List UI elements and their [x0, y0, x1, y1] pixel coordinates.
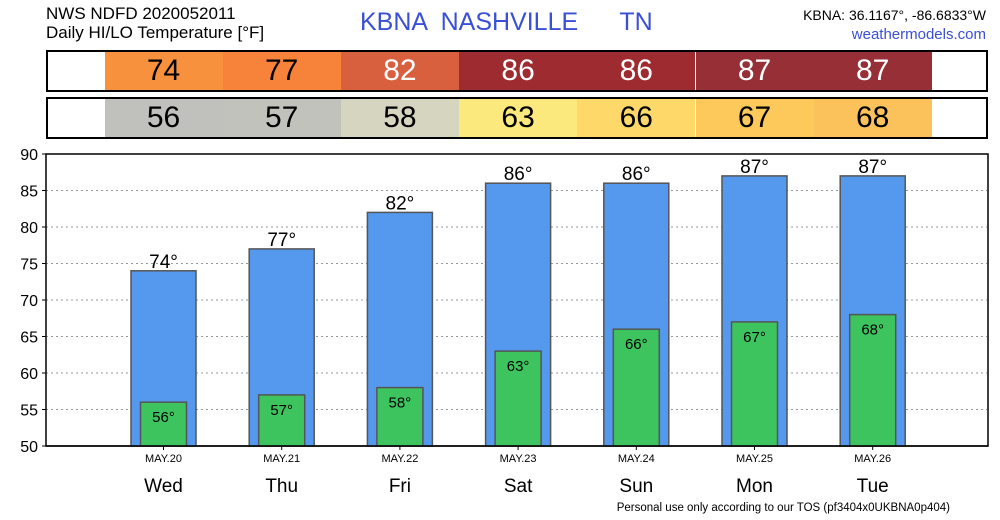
low-temp-bar-label: 57°: [270, 402, 293, 419]
low-temp-bar-label: 66°: [625, 336, 648, 353]
low-temp-cell: 58: [340, 99, 459, 137]
date-label: MAY.20: [145, 453, 182, 465]
high-temp-cell: 86: [459, 52, 578, 90]
high-temp-bar-label: 74°: [149, 252, 178, 273]
high-temp-bar-label: 87°: [740, 157, 769, 178]
product-title: Daily HI/LO Temperature [°F]: [46, 23, 265, 42]
high-temp-cell: 87: [813, 52, 932, 90]
station-title: KBNA NASHVILLE TN: [360, 8, 653, 36]
high-temp-bar-label: 86°: [622, 164, 651, 185]
low-temp-bar-label: 63°: [507, 358, 530, 375]
station-coordinates: KBNA: 36.1167°, -86.6833°W: [803, 7, 986, 23]
low-temp-cell: 68: [813, 99, 932, 137]
date-label: MAY.22: [381, 453, 418, 465]
y-tick-label: 85: [20, 184, 38, 201]
low-temp-band: 56 57 58 63 66 67 68: [46, 97, 988, 139]
high-temp-cell: 82: [340, 52, 459, 90]
low-temp-bar: [257, 394, 306, 447]
high-temp-bar-label: 86°: [504, 164, 533, 185]
date-label: MAY.24: [618, 453, 655, 465]
low-temp-cell: 57: [222, 99, 341, 137]
high-temp-cell: 86: [577, 52, 696, 90]
y-tick-label: 90: [20, 147, 38, 164]
low-temp-bar-label: 67°: [743, 329, 766, 346]
day-label: Wed: [144, 476, 183, 497]
high-temp-cell: 77: [222, 52, 341, 90]
low-temp-bar: [612, 328, 661, 447]
header-model-info: NWS NDFD 2020052011 Daily HI/LO Temperat…: [46, 4, 264, 42]
low-temp-cell: 66: [577, 99, 696, 137]
high-temp-band: 74 77 82 86 86 87 87: [46, 50, 988, 92]
y-tick-label: 80: [20, 220, 38, 237]
day-label: Thu: [265, 476, 298, 497]
low-temp-bar: [494, 350, 542, 447]
high-temp-cell: 87: [695, 52, 814, 90]
date-label: MAY.21: [263, 453, 300, 465]
y-tick-label: 55: [20, 403, 38, 420]
low-temp-bar-label: 68°: [861, 322, 884, 339]
low-temp-cell: 63: [459, 99, 578, 137]
low-temp-cell: 56: [104, 99, 223, 137]
date-label: MAY.26: [854, 453, 891, 465]
y-tick-label: 70: [20, 293, 38, 310]
high-temp-bar-label: 77°: [267, 230, 296, 251]
low-temp-bar-label: 58°: [389, 395, 412, 412]
date-label: MAY.23: [500, 453, 537, 465]
day-label: Mon: [736, 476, 773, 497]
day-label: Sun: [619, 476, 653, 497]
high-temp-cell: 74: [104, 52, 223, 90]
header-location-info: KBNA: 36.1167°, -86.6833°W weathermodels…: [803, 6, 986, 44]
day-label: Sat: [504, 476, 533, 497]
y-tick-label: 50: [20, 439, 38, 456]
high-temp-bar-label: 87°: [858, 157, 887, 178]
y-tick-label: 75: [20, 257, 38, 274]
y-tick-label: 65: [20, 330, 38, 347]
low-temp-cell: 67: [695, 99, 814, 137]
high-temp-bar-label: 82°: [386, 193, 415, 214]
site-link[interactable]: weathermodels.com: [851, 26, 986, 43]
date-label: MAY.25: [736, 453, 773, 465]
model-run-label: NWS NDFD 2020052011: [46, 4, 236, 23]
day-label: Tue: [857, 476, 889, 497]
y-tick-label: 60: [20, 366, 38, 383]
day-label: Fri: [389, 476, 411, 497]
footer-tos-note: Personal use only according to our TOS (…: [616, 502, 950, 514]
low-temp-bar-label: 56°: [152, 409, 175, 426]
